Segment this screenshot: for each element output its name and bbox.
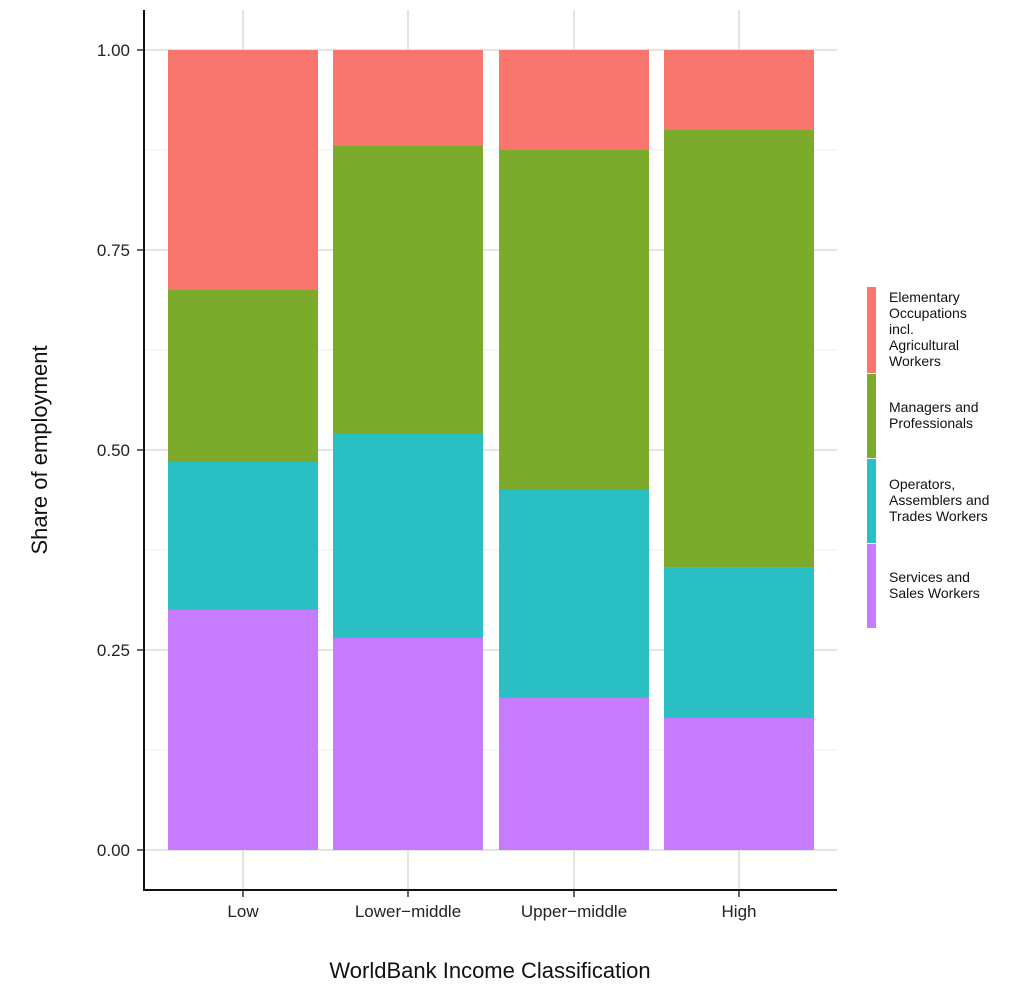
legend-label: Occupations	[889, 305, 967, 321]
legend-label: Services and	[889, 569, 970, 585]
bars	[168, 50, 814, 850]
y-tick-label: 0.25	[97, 641, 130, 660]
bar-segment	[168, 50, 318, 290]
bar-segment	[333, 146, 483, 434]
bar-segment	[333, 434, 483, 638]
legend-key	[867, 287, 876, 373]
bar-segment	[664, 718, 814, 850]
y-axis-ticks: 0.00 0.25 0.50 0.75 1.00	[97, 41, 144, 860]
y-tick-label: 1.00	[97, 41, 130, 60]
legend-label: Operators,	[889, 476, 955, 492]
x-tick-label: High	[722, 902, 757, 921]
legend-key	[867, 374, 876, 458]
x-axis-ticks: Low Lower−middle Upper−middle High	[227, 890, 756, 921]
legend-key	[867, 459, 876, 543]
legend-item: ElementaryOccupationsincl.AgriculturalWo…	[867, 287, 967, 373]
legend-label: Agricultural	[889, 337, 959, 353]
y-tick-label: 0.00	[97, 841, 130, 860]
x-tick-label: Upper−middle	[521, 902, 627, 921]
bar-segment	[168, 610, 318, 850]
bar-segment	[664, 130, 814, 568]
legend-label: Assemblers and	[889, 492, 989, 508]
bar-segment	[168, 462, 318, 610]
y-tick-label: 0.75	[97, 241, 130, 260]
legend-label: Managers and	[889, 399, 979, 415]
legend-key	[867, 544, 876, 628]
x-tick-label: Lower−middle	[355, 902, 461, 921]
y-axis-title: Share of employment	[27, 345, 52, 554]
y-tick-label: 0.50	[97, 441, 130, 460]
bar-segment	[333, 638, 483, 850]
legend-label: Workers	[889, 353, 941, 369]
bar-segment	[499, 50, 649, 150]
bar-segment	[499, 150, 649, 490]
legend-label: Trades Workers	[889, 508, 988, 524]
bar-segment	[664, 50, 814, 130]
bar-segment	[333, 50, 483, 146]
bar-segment	[168, 290, 318, 462]
legend-label: Elementary	[889, 289, 960, 305]
bar-segment	[499, 698, 649, 850]
legend-label: incl.	[889, 321, 914, 337]
x-tick-label: Low	[227, 902, 259, 921]
bar-segment	[664, 567, 814, 718]
legend: ElementaryOccupationsincl.AgriculturalWo…	[867, 287, 989, 628]
x-axis-title: WorldBank Income Classification	[329, 958, 650, 983]
legend-label: Professionals	[889, 415, 973, 431]
bar-segment	[499, 490, 649, 698]
legend-label: Sales Workers	[889, 585, 980, 601]
